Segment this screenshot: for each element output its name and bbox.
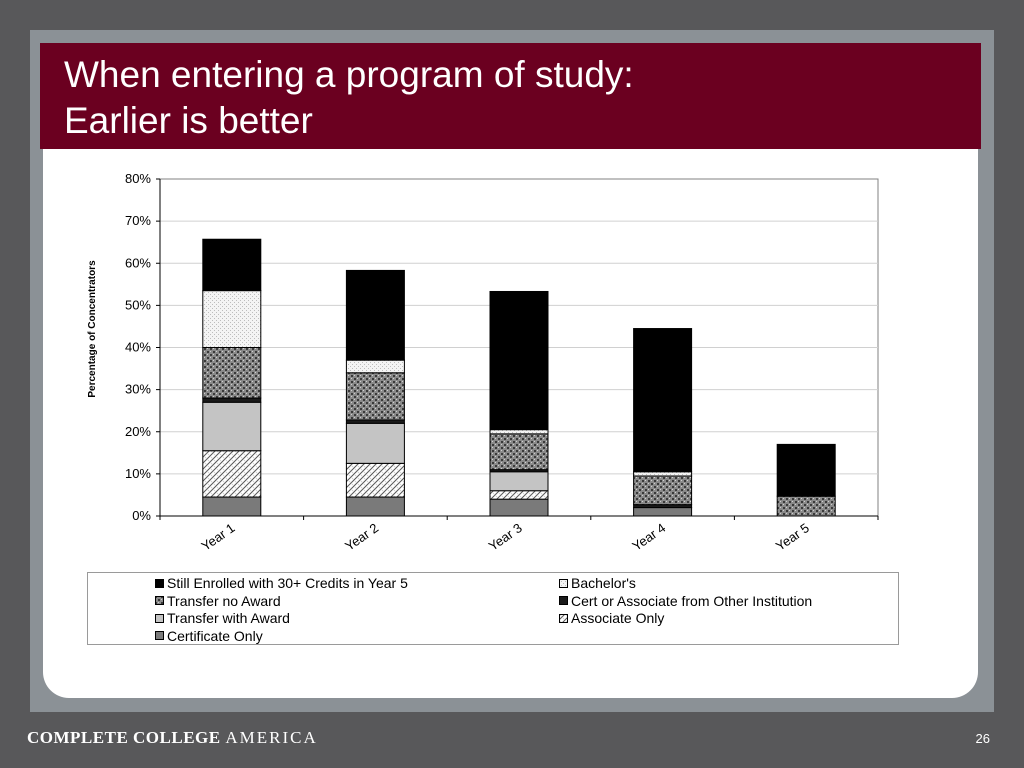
- title-line-2: Earlier is better: [64, 100, 313, 141]
- legend-swatch: [155, 578, 164, 588]
- y-tick-label: 20%: [125, 424, 151, 439]
- bar-segment-still-enrolled-with-30-credits-in-year-5-year-1: [202, 238, 262, 292]
- bar-segment-transfer-no-award-year-4: [633, 475, 693, 506]
- brand-logo: COMPLETE COLLEGE AMERICA: [27, 728, 318, 748]
- bar-segment-still-enrolled-with-30-credits-in-year-5-year-5: [776, 443, 836, 497]
- title-bar: [40, 43, 981, 149]
- y-tick-label: 70%: [125, 213, 151, 228]
- bar-segment-certificate-only-year-4: [633, 507, 693, 517]
- y-tick-label: 40%: [125, 340, 151, 355]
- y-tick-label: 0%: [132, 508, 151, 523]
- legend-item-transfer-no-award: Transfer no Award: [155, 593, 281, 609]
- brand-logo-bold: COMPLETE COLLEGE: [27, 728, 221, 747]
- bar-segment-bachelor-s-year-4: [633, 471, 693, 477]
- legend-label: Still Enrolled with 30+ Credits in Year …: [167, 575, 408, 591]
- bar-segment-transfer-no-award-year-1: [202, 347, 262, 399]
- bar-segment-transfer-no-award-year-2: [345, 372, 405, 421]
- bar-segment-transfer-no-award-year-5: [776, 495, 836, 517]
- legend-item-associate-only: Associate Only: [559, 610, 664, 626]
- legend-swatch: [559, 613, 568, 623]
- bar-segment-cert-or-associate-from-other-institution-year-1: [202, 397, 262, 403]
- brand-logo-light: AMERICA: [225, 728, 318, 747]
- x-tick-label: Year 2: [342, 520, 381, 554]
- bar-segment-cert-or-associate-from-other-institution-year-2: [345, 419, 405, 424]
- legend-label: Transfer with Award: [167, 610, 290, 626]
- bar-segment-certificate-only-year-1: [202, 496, 262, 517]
- bar-segment-bachelor-s-year-2: [345, 359, 405, 374]
- y-tick-label: 30%: [125, 382, 151, 397]
- slide-title: When entering a program of study: Earlie…: [64, 52, 634, 144]
- legend-item-certificate-only: Certificate Only: [155, 628, 263, 644]
- y-tick-label: 50%: [125, 297, 151, 312]
- legend-item-transfer-with-award: Transfer with Award: [155, 610, 290, 626]
- x-tick-label: Year 1: [199, 520, 238, 554]
- title-line-1: When entering a program of study:: [64, 54, 634, 95]
- bar-segment-transfer-no-award-year-3: [489, 433, 549, 471]
- legend-label: Associate Only: [571, 610, 665, 626]
- legend-swatch: [155, 596, 164, 605]
- legend-label: Transfer no Award: [167, 592, 281, 609]
- x-tick-label: Year 4: [629, 520, 668, 554]
- page-number: 26: [975, 731, 990, 746]
- legend-swatch: [559, 596, 568, 605]
- bar-segment-associate-only-year-3: [489, 490, 549, 500]
- bar-segment-bachelor-s-year-1: [202, 290, 262, 349]
- legend-item-cert-or-associate-from-other-institution: Cert or Associate from Other Institution: [559, 593, 812, 609]
- bar-segment-associate-only-year-1: [202, 450, 262, 498]
- y-tick-label: 60%: [125, 255, 151, 270]
- bar-segment-associate-only-year-2: [345, 462, 405, 498]
- bar-segment-transfer-with-award-year-2: [345, 422, 405, 464]
- legend-label: Certificate Only: [167, 627, 263, 644]
- legend-label: Bachelor's: [571, 575, 636, 591]
- bar-segment-bachelor-s-year-3: [489, 429, 549, 435]
- y-axis-label: Percentage of Concentrators: [87, 260, 98, 398]
- legend-item-still-enrolled-with-30-credits-in-year-5: Still Enrolled with 30+ Credits in Year …: [155, 575, 408, 591]
- chart-legend: Still Enrolled with 30+ Credits in Year …: [87, 572, 899, 645]
- bar-segment-still-enrolled-with-30-credits-in-year-5-year-2: [345, 269, 405, 361]
- legend-swatch: [559, 578, 568, 588]
- legend-item-bachelor-s: Bachelor's: [559, 575, 636, 591]
- bar-segment-certificate-only-year-3: [489, 498, 549, 517]
- y-tick-label: 10%: [125, 466, 151, 481]
- x-tick-label: Year 3: [486, 520, 525, 554]
- bar-segment-transfer-with-award-year-1: [202, 401, 262, 452]
- bar-segment-still-enrolled-with-30-credits-in-year-5-year-3: [489, 290, 549, 431]
- legend-swatch: [155, 613, 164, 623]
- bar-segment-certificate-only-year-2: [345, 496, 405, 517]
- x-tick-label: Year 5: [773, 520, 812, 554]
- bar-segment-still-enrolled-with-30-credits-in-year-5-year-4: [633, 328, 693, 473]
- bar-segment-transfer-with-award-year-3: [489, 471, 549, 492]
- legend-label: Cert or Associate from Other Institution: [571, 592, 813, 609]
- legend-swatch: [155, 631, 164, 640]
- y-tick-label: 80%: [125, 171, 151, 186]
